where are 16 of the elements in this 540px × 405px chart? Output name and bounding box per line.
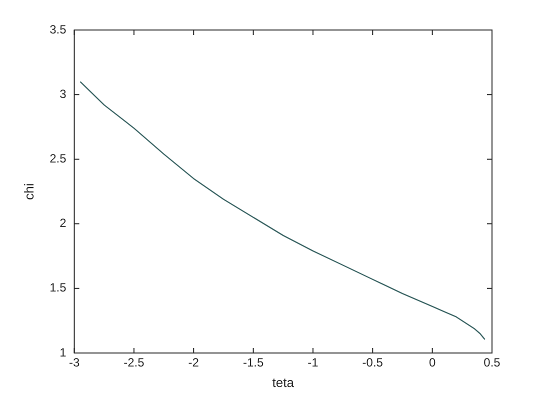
x-tick-label: -2.5 [124,356,145,370]
y-tick-label: 2 [60,216,67,230]
x-tick-label: 0 [428,356,436,370]
x-tick-label: -2 [188,356,200,370]
x-axis-title: teta [272,374,295,390]
x-tick-label: -1 [308,356,319,370]
x-tick-label: -0.5 [362,356,384,370]
x-tick-label: -3 [68,356,80,370]
y-tick-label: 2.5 [50,152,67,166]
y-tick-label: 1 [60,345,67,360]
x-tick-label: -1.5 [242,356,264,370]
y-tick-label: 3 [60,86,67,101]
y-axis-title: chi [21,183,36,200]
x-tick-label: 0.5 [484,356,501,370]
y-tick-label: 1.5 [50,280,67,295]
y-tick-label: 3.5 [50,22,67,36]
